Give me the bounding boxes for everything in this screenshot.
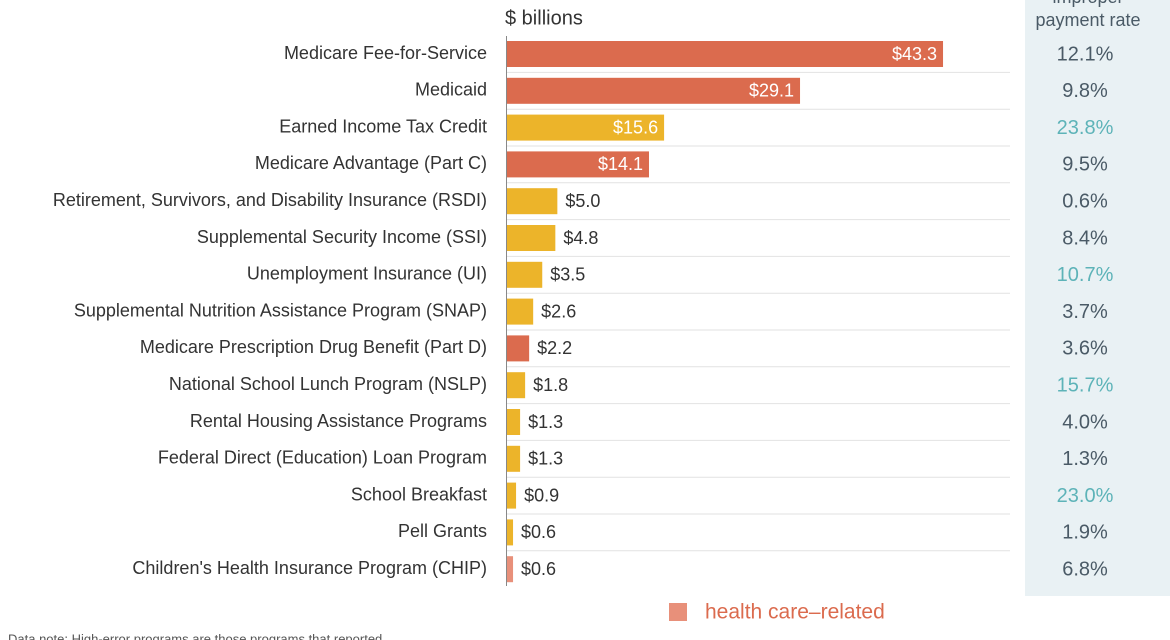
category-label: Medicare Advantage (Part C) bbox=[255, 153, 487, 173]
rate-value: 15.7% bbox=[1057, 374, 1114, 396]
rate-value: 12.1% bbox=[1057, 43, 1114, 65]
value-label: $2.6 bbox=[541, 301, 576, 321]
bar bbox=[507, 114, 665, 141]
value-label: $1.8 bbox=[533, 375, 568, 395]
category-label: Medicare Fee-for-Service bbox=[284, 43, 487, 63]
rate-value: 23.8% bbox=[1057, 117, 1114, 139]
rate-panel bbox=[1025, 0, 1170, 596]
value-label: $1.3 bbox=[528, 412, 563, 432]
bar bbox=[507, 556, 514, 583]
bar bbox=[507, 41, 944, 67]
value-label: $0.6 bbox=[521, 559, 556, 579]
rate-header: improper bbox=[1052, 0, 1123, 7]
category-label: Pell Grants bbox=[398, 521, 487, 541]
bar bbox=[507, 298, 534, 325]
rate-value: 8.4% bbox=[1062, 227, 1108, 249]
rate-value: 1.3% bbox=[1062, 448, 1108, 470]
category-label: National School Lunch Program (NSLP) bbox=[169, 374, 487, 394]
bar bbox=[507, 335, 530, 362]
value-label: $14.1 bbox=[598, 154, 643, 174]
value-label: $2.2 bbox=[537, 338, 572, 358]
bar bbox=[507, 372, 526, 399]
bar bbox=[507, 77, 801, 104]
category-label: Rental Housing Assistance Programs bbox=[190, 411, 487, 431]
rate-value: 23.0% bbox=[1057, 485, 1114, 507]
rate-value: 6.8% bbox=[1062, 558, 1108, 580]
value-label: $4.8 bbox=[563, 228, 598, 248]
value-label: $3.5 bbox=[550, 265, 585, 285]
rate-value: 3.7% bbox=[1062, 301, 1108, 323]
bar bbox=[507, 225, 556, 251]
rate-value: 4.0% bbox=[1062, 411, 1108, 433]
bar bbox=[507, 445, 521, 472]
category-label: Earned Income Tax Credit bbox=[279, 116, 487, 136]
category-label: Medicare Prescription Drug Benefit (Part… bbox=[140, 337, 487, 357]
bar bbox=[507, 261, 543, 288]
value-label: $15.6 bbox=[613, 117, 658, 137]
category-label: Children's Health Insurance Program (CHI… bbox=[132, 558, 487, 578]
rate-value: 9.5% bbox=[1062, 154, 1108, 176]
unit-label: $ billions bbox=[505, 7, 583, 29]
value-label: $5.0 bbox=[565, 191, 600, 211]
bar bbox=[507, 482, 517, 509]
rate-value: 0.6% bbox=[1062, 190, 1108, 212]
category-label: Unemployment Insurance (UI) bbox=[247, 264, 487, 284]
category-label: Supplemental Nutrition Assistance Progra… bbox=[74, 300, 487, 320]
rate-value: 3.6% bbox=[1062, 338, 1108, 360]
value-label: $1.3 bbox=[528, 449, 563, 469]
value-label: $29.1 bbox=[749, 81, 794, 101]
category-label: Medicaid bbox=[415, 80, 487, 100]
bar bbox=[507, 151, 649, 178]
value-label: $0.9 bbox=[524, 485, 559, 505]
rate-value: 10.7% bbox=[1057, 264, 1114, 286]
bar bbox=[507, 409, 521, 435]
value-label: $0.6 bbox=[521, 522, 556, 542]
bar bbox=[507, 519, 514, 546]
value-label: $43.3 bbox=[892, 44, 937, 64]
category-label: School Breakfast bbox=[351, 484, 487, 504]
legend-label: health care–related bbox=[705, 601, 885, 624]
rate-value: 1.9% bbox=[1062, 522, 1108, 544]
rate-header: payment rate bbox=[1035, 10, 1140, 30]
category-label: Supplemental Security Income (SSI) bbox=[197, 227, 487, 247]
bar bbox=[507, 188, 558, 215]
legend-swatch bbox=[669, 603, 687, 621]
category-label: Retirement, Survivors, and Disability In… bbox=[53, 190, 487, 210]
category-label: Federal Direct (Education) Loan Program bbox=[158, 448, 487, 468]
rate-value: 9.8% bbox=[1062, 80, 1108, 102]
data-note: Data note: High-error programs are those… bbox=[8, 631, 382, 640]
